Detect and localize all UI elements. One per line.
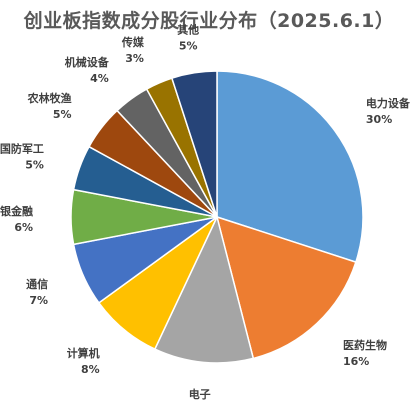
slice-category-label: 国防军工: [0, 142, 44, 156]
slice-category-label: 电力设备: [366, 96, 411, 110]
slice-value-label: 8%: [81, 363, 100, 376]
slice-label-10: 传媒 3%: [121, 35, 145, 65]
slice-label-3: 电子 11%: [187, 387, 213, 406]
slice-label-11: 其他 5%: [177, 22, 199, 52]
slice-category-label: 传媒: [121, 35, 145, 49]
slice-label-5: 通信 7%: [26, 277, 48, 307]
slice-category-label: 医药生物: [343, 338, 387, 352]
slice-value-label: 5%: [53, 108, 72, 121]
pie-slice-11: [170, 70, 218, 218]
pie-slice-1: [216, 70, 364, 264]
slice-value-label: 5%: [25, 159, 44, 172]
slice-value-label: 5%: [179, 39, 198, 52]
slice-category-label: 农林牧渔: [27, 91, 72, 105]
pie-slice-3: [153, 214, 255, 364]
slice-value-label: 30%: [366, 113, 392, 126]
slice-value-label: 6%: [14, 221, 33, 234]
slice-label-4: 计算机 8%: [67, 346, 100, 376]
chart-title: 创业板指数成分股行业分布（2025.6.1）: [23, 10, 395, 32]
slice-value-label: 16%: [343, 355, 369, 368]
slice-label-1: 电力设备 30%: [366, 96, 411, 126]
slice-category-label: 其他: [177, 22, 199, 36]
slice-label-9: 机械设备 4%: [65, 55, 110, 85]
slice-category-label: 机械设备: [65, 55, 110, 69]
slice-value-label: 11%: [187, 404, 213, 406]
slice-value-label: 3%: [125, 52, 144, 65]
slice-label-6: 非银金融 6%: [0, 204, 33, 234]
slice-label-8: 农林牧渔 5%: [27, 91, 72, 121]
slice-value-label: 4%: [90, 72, 109, 85]
slice-label-2: 医药生物 16%: [343, 338, 387, 368]
slice-category-label: 电子: [189, 387, 211, 401]
slice-category-label: 通信: [26, 277, 48, 291]
pie-slice-2: [215, 215, 357, 360]
slice-value-label: 7%: [29, 294, 48, 307]
slice-category-label: 非银金融: [0, 204, 33, 218]
slice-category-label: 计算机: [67, 346, 100, 360]
slice-label-7: 国防军工 5%: [0, 142, 44, 172]
